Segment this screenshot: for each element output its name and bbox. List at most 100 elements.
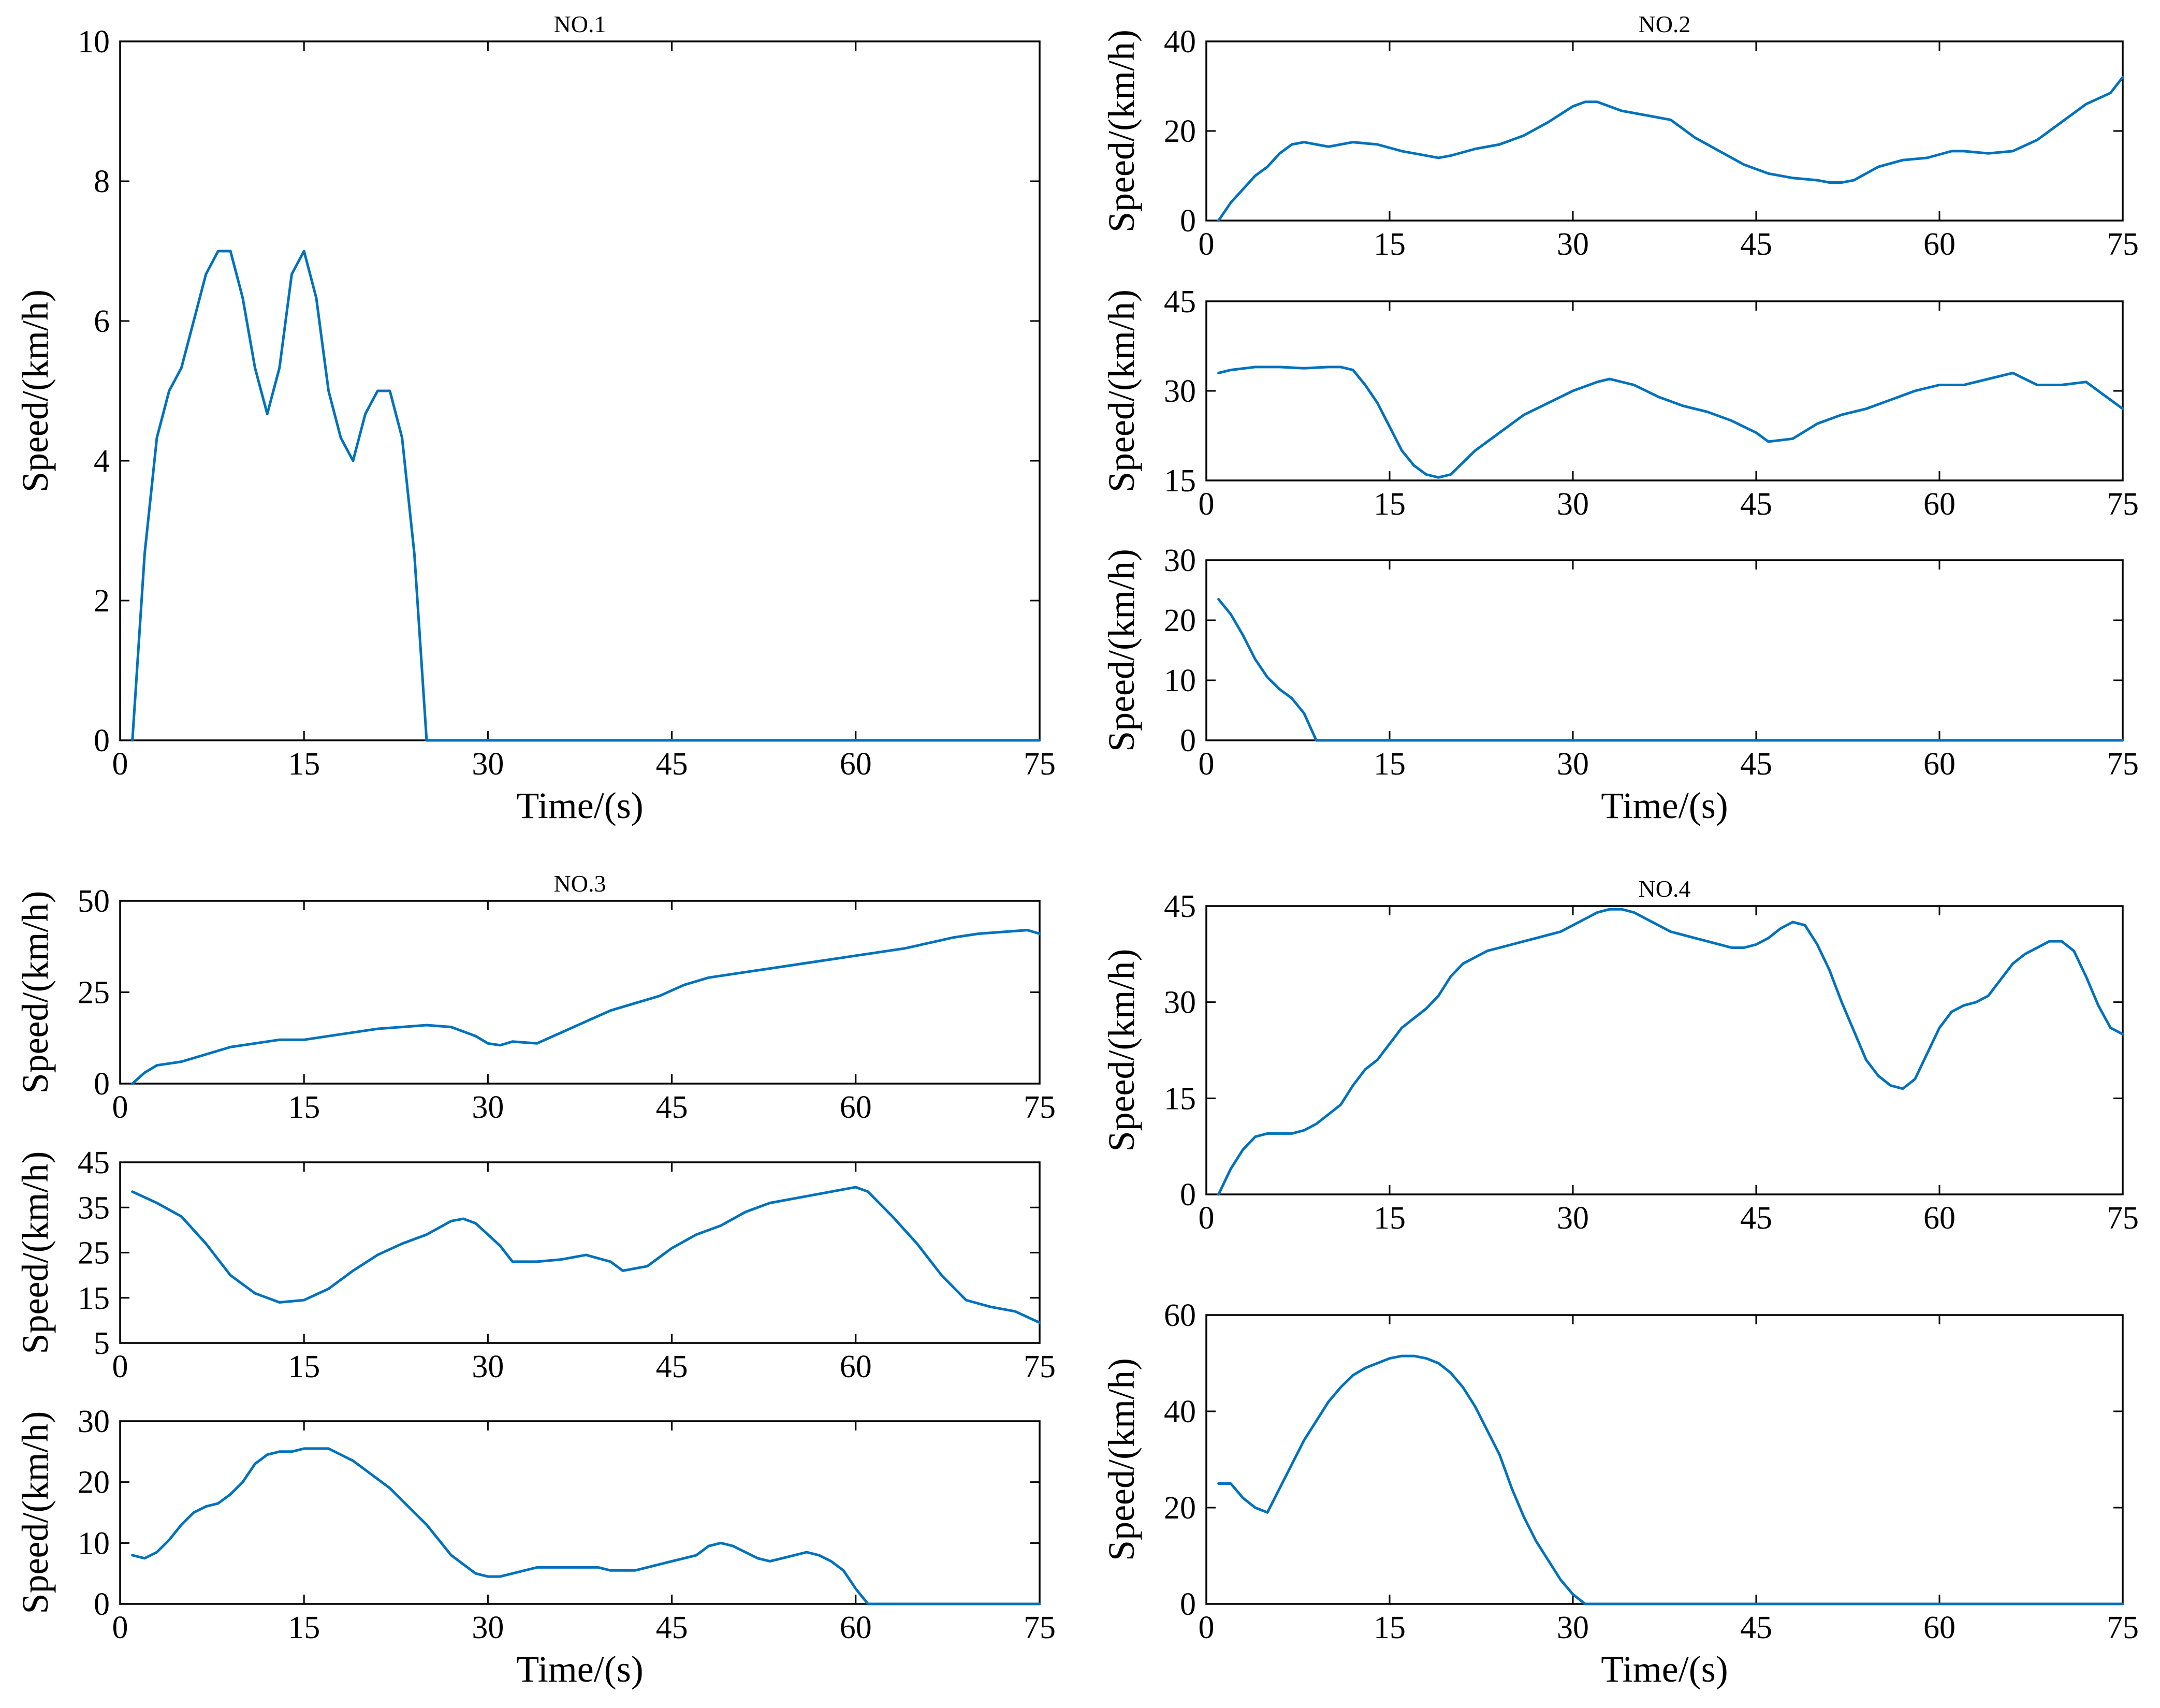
y-tick-label: 10 bbox=[78, 1526, 110, 1561]
y-tick-label: 6 bbox=[94, 304, 110, 339]
y-tick-label: 0 bbox=[94, 1587, 110, 1622]
x-tick-label: 60 bbox=[1923, 1201, 1955, 1236]
y-axis-label: Speed/(km/h) bbox=[1101, 1358, 1142, 1561]
x-tick-label: 30 bbox=[1557, 227, 1589, 262]
speed-series-line bbox=[1217, 76, 2124, 222]
x-tick-label: 75 bbox=[2107, 227, 2139, 262]
speed-series-line bbox=[1217, 597, 2124, 742]
x-tick-label: 30 bbox=[472, 747, 504, 782]
panel-title: NO.3 bbox=[554, 870, 606, 897]
y-tick-label: 10 bbox=[78, 24, 110, 60]
panel-title: NO.1 bbox=[554, 11, 606, 37]
y-tick-label: 0 bbox=[94, 1067, 110, 1102]
x-tick-label: 0 bbox=[1199, 1610, 1215, 1645]
x-tick-label: 45 bbox=[656, 1090, 688, 1125]
x-tick-label: 0 bbox=[1199, 227, 1215, 262]
y-axis-label: Speed/(km/h) bbox=[14, 891, 56, 1094]
y-tick-label: 15 bbox=[78, 1281, 110, 1316]
x-tick-label: 0 bbox=[112, 1610, 128, 1645]
y-tick-label: 30 bbox=[1164, 985, 1196, 1020]
x-tick-label: 45 bbox=[1740, 747, 1772, 782]
y-tick-label: 25 bbox=[78, 975, 110, 1011]
x-tick-label: 30 bbox=[1557, 1610, 1589, 1645]
y-tick-label: 15 bbox=[1164, 1081, 1196, 1116]
panel-no2-bottom: 0 15 30 45 60 75 0 10 20 30 Speed/(km/h) Time/(s) bbox=[1101, 543, 2139, 826]
x-tick-label: 0 bbox=[1199, 747, 1215, 782]
y-tick-label: 10 bbox=[1164, 663, 1196, 698]
x-tick-label: 60 bbox=[840, 1610, 872, 1645]
x-tick-label: 15 bbox=[1374, 1610, 1406, 1645]
y-tick-label: 30 bbox=[78, 1404, 110, 1439]
panel-title: NO.2 bbox=[1639, 11, 1691, 37]
x-tick-label: 30 bbox=[472, 1349, 504, 1384]
speed-series-line bbox=[1217, 908, 2124, 1196]
y-tick-label: 30 bbox=[1164, 374, 1196, 409]
x-tick-label: 30 bbox=[1557, 487, 1589, 522]
x-tick-label: 30 bbox=[1557, 1201, 1589, 1236]
y-tick-label: 45 bbox=[1164, 284, 1196, 319]
speed-series-line bbox=[131, 929, 1041, 1085]
x-tick-label: 60 bbox=[1923, 1610, 1955, 1645]
x-tick-label: 15 bbox=[288, 1090, 320, 1125]
x-tick-label: 15 bbox=[288, 1610, 320, 1645]
speed-series-line bbox=[131, 1447, 1041, 1605]
x-tick-label: 0 bbox=[1199, 1201, 1215, 1236]
y-tick-label: 20 bbox=[1164, 1491, 1196, 1526]
y-tick-label: 2 bbox=[94, 583, 110, 619]
x-tick-label: 0 bbox=[1199, 487, 1215, 522]
y-tick-label: 4 bbox=[94, 444, 110, 479]
y-tick-label: 40 bbox=[1164, 1394, 1196, 1429]
axes-frame bbox=[1205, 40, 2124, 222]
panel-no3-bottom: 0 15 30 45 60 75 0 10 20 30 Speed/(km/h) Time/(s) bbox=[14, 1404, 1056, 1690]
x-tick-label: 15 bbox=[1374, 1201, 1406, 1236]
x-tick-label: 45 bbox=[1740, 227, 1772, 262]
y-tick-label: 20 bbox=[78, 1465, 110, 1500]
x-tick-label: 75 bbox=[2107, 1610, 2139, 1645]
y-tick-label: 8 bbox=[94, 164, 110, 199]
y-axis-label: Speed/(km/h) bbox=[14, 1411, 56, 1614]
panel-no1: 0 15 30 45 60 75 0 2 4 6 8 10 Speed/(km/h) Time/(s) NO… bbox=[14, 11, 1056, 826]
x-tick-label: 45 bbox=[656, 747, 688, 782]
y-axis-label: Speed/(km/h) bbox=[1101, 30, 1142, 232]
x-tick-label: 60 bbox=[1923, 747, 1955, 782]
y-tick-label: 45 bbox=[1164, 889, 1196, 924]
x-tick-label: 45 bbox=[1740, 1201, 1772, 1236]
x-tick-label: 45 bbox=[656, 1610, 688, 1645]
x-tick-label: 45 bbox=[1740, 1610, 1772, 1645]
speed-series-line bbox=[131, 250, 1041, 742]
speed-series-line bbox=[131, 1186, 1041, 1324]
y-tick-label: 0 bbox=[1180, 1177, 1196, 1213]
panel-no2-top: 0 15 30 45 60 75 0 20 40 Speed/(km/h) NO.2 bbox=[1101, 11, 2139, 262]
y-axis-label: Speed/(km/h) bbox=[14, 289, 56, 492]
panel-title: NO.4 bbox=[1639, 875, 1691, 902]
panel-no3-top: 0 15 30 45 60 75 0 25 50 Speed/(km/h) NO.3 bbox=[14, 870, 1056, 1125]
speed-series-line bbox=[1217, 366, 2124, 479]
y-tick-label: 25 bbox=[78, 1236, 110, 1271]
axes-frame bbox=[1205, 1314, 2124, 1605]
y-tick-label: 20 bbox=[1164, 603, 1196, 638]
y-tick-label: 45 bbox=[78, 1145, 110, 1180]
x-axis-label: Time/(s) bbox=[516, 785, 643, 826]
x-tick-label: 75 bbox=[1024, 1090, 1056, 1125]
x-axis-label: Time/(s) bbox=[1601, 785, 1728, 826]
speed-series-line bbox=[1217, 1354, 2124, 1605]
y-tick-label: 50 bbox=[78, 884, 110, 919]
y-tick-label: 5 bbox=[94, 1326, 110, 1361]
y-tick-label: 40 bbox=[1164, 24, 1196, 60]
x-tick-label: 30 bbox=[472, 1610, 504, 1645]
x-tick-label: 15 bbox=[1374, 487, 1406, 522]
x-tick-label: 60 bbox=[840, 747, 872, 782]
y-axis-label: Speed/(km/h) bbox=[1101, 549, 1142, 752]
y-axis-label: Speed/(km/h) bbox=[1101, 289, 1142, 492]
x-tick-label: 75 bbox=[2107, 1201, 2139, 1236]
x-tick-label: 60 bbox=[840, 1090, 872, 1125]
y-tick-label: 0 bbox=[1180, 203, 1196, 239]
axes-frame bbox=[1205, 559, 2124, 741]
y-axis-label: Speed/(km/h) bbox=[1101, 949, 1142, 1152]
x-tick-label: 45 bbox=[1740, 487, 1772, 522]
x-tick-label: 60 bbox=[1923, 227, 1955, 262]
y-tick-label: 20 bbox=[1164, 114, 1196, 149]
